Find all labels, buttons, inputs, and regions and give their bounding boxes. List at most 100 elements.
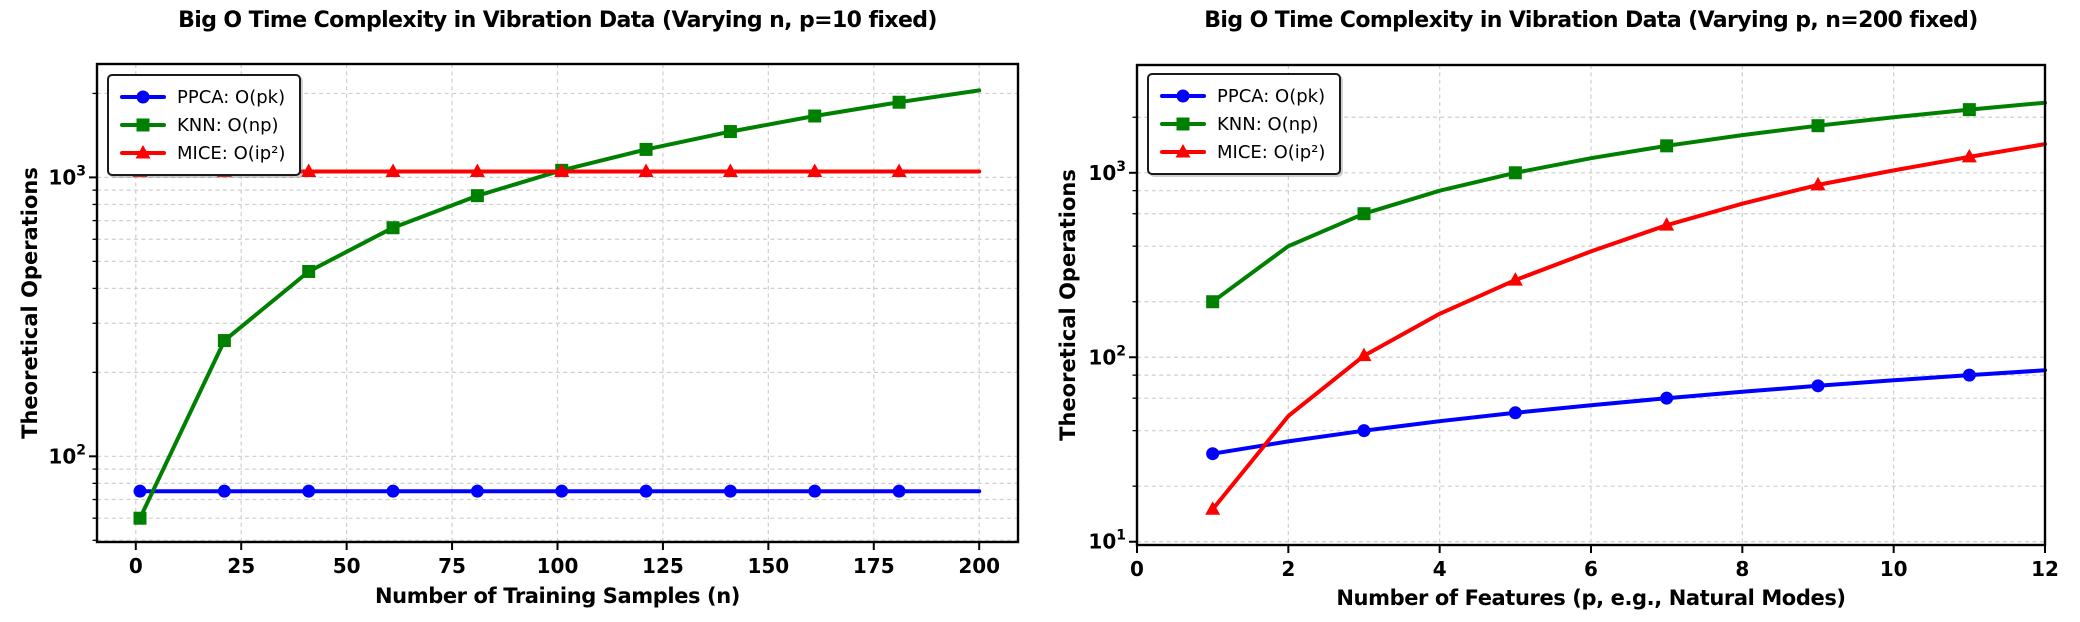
series-ppca-line — [1210, 368, 2047, 456]
ppca-marker — [217, 484, 231, 498]
mice-marker — [807, 163, 823, 177]
knn-marker — [302, 264, 316, 278]
y-tick-label: 101 — [1088, 528, 1126, 554]
mice-marker — [1659, 217, 1675, 231]
knn-marker — [133, 511, 147, 525]
y-tick-label: 103 — [48, 163, 86, 189]
knn-marker — [1811, 119, 1825, 133]
y-axis: 101 102 103 — [1088, 116, 1137, 554]
x-tick-label: 0 — [1130, 557, 1144, 581]
mice-marker — [1961, 148, 1977, 163]
chart-left-plot-area: 0 25 50 75 100 125 150 175 200 102 103 — [48, 62, 1020, 578]
knn-marker — [1206, 295, 1220, 309]
mice-marker — [1507, 272, 1523, 286]
gridlines — [97, 64, 1018, 542]
y-tick-label: 103 — [1088, 159, 1126, 185]
legend-label-ppca: PPCA: O(pk) — [177, 86, 286, 108]
x-tick-label: 2 — [1281, 557, 1295, 581]
ppca-marker — [1811, 379, 1825, 393]
ppca-marker — [723, 484, 737, 498]
series-ppca-markers — [1206, 368, 1976, 461]
mice-marker — [1810, 176, 1826, 191]
chart-left: Big O Time Complexity in Vibration Data … — [18, 8, 1020, 608]
ppca-marker — [555, 484, 569, 498]
ppca-marker — [1508, 406, 1522, 420]
x-tick-label: 200 — [958, 554, 1000, 578]
series-ppca-markers — [133, 484, 906, 498]
knn-marker — [892, 95, 906, 109]
legend-item-mice: MICE: O(ip²) — [119, 139, 285, 167]
x-axis: 0 2 4 6 8 10 12 — [1130, 545, 2059, 581]
ppca-marker — [808, 484, 822, 498]
mice-marker — [1356, 347, 1372, 362]
ppca-marker — [470, 484, 484, 498]
legend-label-ppca: PPCA: O(pk) — [1217, 85, 1326, 107]
mice-legend-marker-icon — [135, 145, 151, 159]
knn-marker — [1962, 103, 1976, 117]
legend-label-mice: MICE: O(ip²) — [177, 142, 286, 164]
x-tick-label: 10 — [1880, 557, 1908, 581]
ppca-legend-marker-icon — [1176, 89, 1190, 103]
chart-right: Big O Time Complexity in Vibration Data … — [1040, 0, 2080, 622]
legend-label-knn: KNN: O(np) — [1217, 113, 1319, 135]
ppca-marker — [1660, 391, 1674, 405]
ppca-legend-sample — [1160, 89, 1206, 103]
ppca-marker — [133, 484, 147, 498]
x-tick-label: 50 — [333, 554, 361, 578]
y-tick-label: 102 — [48, 442, 86, 468]
x-axis: 0 25 50 75 100 125 150 175 200 — [129, 542, 1000, 578]
mice-marker — [722, 163, 738, 177]
chart-left-title: Big O Time Complexity in Vibration Data … — [178, 8, 937, 33]
ppca-marker — [892, 484, 906, 498]
mice-marker — [1205, 501, 1221, 515]
chart-left-x-axis-label: Number of Training Samples (n) — [374, 584, 741, 608]
ppca-marker — [302, 484, 316, 498]
legend-item-ppca: PPCA: O(pk) — [1159, 82, 1325, 110]
knn-marker — [1357, 207, 1371, 221]
ppca-legend-marker-icon — [136, 90, 150, 104]
ppca-marker — [639, 484, 653, 498]
mice-marker — [301, 163, 317, 177]
x-tick-label: 6 — [1584, 557, 1598, 581]
legend-label-knn: KNN: O(np) — [177, 114, 279, 136]
knn-legend-sample — [1160, 117, 1206, 131]
x-tick-label: 100 — [537, 554, 579, 578]
mice-marker — [891, 163, 907, 177]
knn-marker — [470, 189, 484, 203]
knn-marker — [386, 221, 400, 235]
mice-marker — [554, 163, 570, 177]
y-axis: 102 103 — [48, 92, 97, 541]
x-tick-label: 25 — [227, 554, 255, 578]
x-tick-label: 125 — [642, 554, 684, 578]
y-tick-label: 102 — [1088, 343, 1126, 369]
mice-legend-sample — [120, 145, 166, 159]
x-tick-label: 150 — [747, 554, 789, 578]
ppca-legend-sample — [120, 90, 166, 104]
x-tick-label: 175 — [853, 554, 895, 578]
series-mice-line — [1210, 142, 2047, 512]
ppca-marker — [1357, 424, 1371, 438]
knn-marker — [808, 109, 822, 123]
chart-right-x-axis-label: Number of Features (p, e.g., Natural Mod… — [1336, 586, 1846, 610]
series-knn-line — [1210, 100, 2047, 304]
mice-marker — [638, 163, 654, 177]
ppca-marker — [1962, 368, 1976, 382]
series-mice-markers — [1205, 148, 1977, 515]
knn-legend-marker-icon — [1176, 117, 1190, 131]
mice-legend-sample — [1160, 144, 1206, 158]
legend-item-knn: KNN: O(np) — [1159, 110, 1325, 138]
knn-marker — [723, 125, 737, 139]
mice-marker — [469, 163, 485, 177]
knn-legend-marker-icon — [136, 118, 150, 132]
chart-left-legend: PPCA: O(pk) KNN: O(np) MICE: O(ip²) — [107, 74, 302, 176]
legend-item-mice: MICE: O(ip²) — [1159, 138, 1325, 166]
ppca-marker — [1206, 447, 1220, 461]
knn-marker — [639, 142, 653, 156]
knn-legend-sample — [120, 118, 166, 132]
knn-marker — [1508, 166, 1522, 180]
legend-item-knn: KNN: O(np) — [119, 111, 285, 139]
mice-legend-marker-icon — [1175, 144, 1191, 158]
x-tick-label: 0 — [129, 554, 143, 578]
legend-item-ppca: PPCA: O(pk) — [119, 83, 285, 111]
